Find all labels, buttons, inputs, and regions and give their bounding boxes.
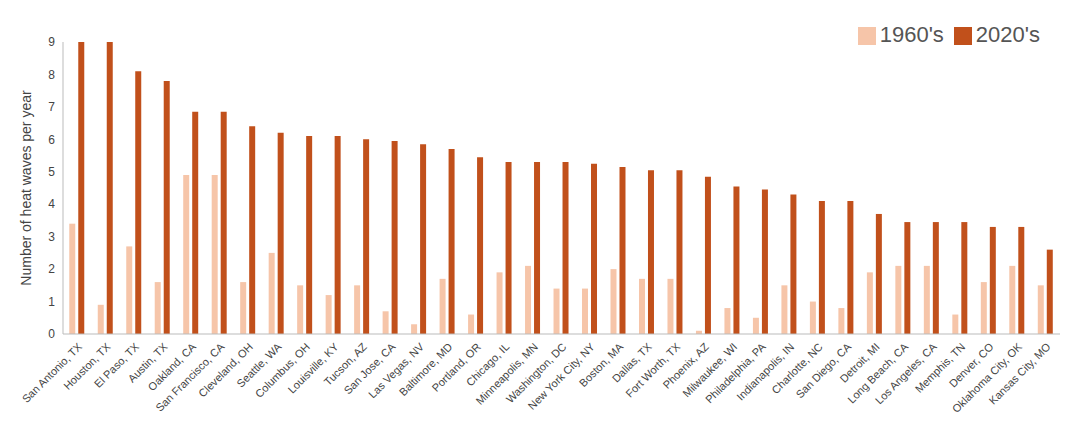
svg-text:3: 3 — [48, 230, 55, 244]
svg-text:Fort Worth, TX: Fort Worth, TX — [623, 340, 683, 400]
svg-text:Memphis, TN: Memphis, TN — [912, 340, 968, 395]
svg-text:Milwaukee, WI: Milwaukee, WI — [680, 340, 740, 400]
svg-text:6: 6 — [48, 133, 55, 147]
html-text:1960's: 1960's — [879, 22, 944, 47]
svg-text:Portland, OR: Portland, OR — [429, 340, 483, 394]
svg-text:Washington, DC: Washington, DC — [503, 340, 569, 406]
svg-text:Houston, TX: Houston, TX — [61, 340, 113, 392]
svg-text:San Francisco, CA: San Francisco, CA — [153, 340, 227, 414]
svg-text:Number of heat waves per year: Number of heat waves per year — [18, 90, 34, 286]
svg-text:Kansas City, MO: Kansas City, MO — [986, 340, 1053, 407]
svg-text:Seattle, WA: Seattle, WA — [234, 340, 284, 390]
svg-text:Philadelphia, PA: Philadelphia, PA — [702, 340, 768, 406]
svg-text:Tucson, AZ: Tucson, AZ — [321, 340, 369, 388]
svg-text:8: 8 — [48, 68, 55, 82]
svg-text:Long Beach, CA: Long Beach, CA — [845, 340, 911, 406]
svg-text:Baltimore, MD: Baltimore, MD — [396, 340, 455, 399]
svg-text:Cleveland, OH: Cleveland, OH — [196, 340, 256, 400]
svg-text:5: 5 — [48, 165, 55, 179]
svg-text:San Diego, CA: San Diego, CA — [793, 340, 854, 401]
svg-text:Indianapolis, IN: Indianapolis, IN — [734, 340, 797, 403]
svg-text:San Jose, CA: San Jose, CA — [341, 340, 398, 397]
svg-text:Detroit, MI: Detroit, MI — [837, 340, 882, 385]
svg-text:Denver, CO: Denver, CO — [946, 340, 996, 390]
svg-text:New York City, NY: New York City, NY — [525, 340, 597, 412]
svg-text:Chicago, IL: Chicago, IL — [463, 340, 512, 389]
svg-text:Charlotte, NC: Charlotte, NC — [769, 340, 825, 397]
svg-text:El Paso, TX: El Paso, TX — [91, 340, 142, 390]
svg-text:Las Vegas, NV: Las Vegas, NV — [366, 340, 426, 401]
svg-text:0: 0 — [48, 327, 55, 341]
html-text:2020's: 2020's — [975, 22, 1040, 47]
svg-text:Los Angeles, CA: Los Angeles, CA — [872, 340, 939, 407]
svg-text:1: 1 — [48, 295, 55, 309]
svg-text:Oklahoma City, OK: Oklahoma City, OK — [949, 340, 1025, 415]
svg-text:4: 4 — [48, 197, 55, 211]
svg-text:Oakland, CA: Oakland, CA — [146, 340, 199, 393]
svg-text:Austin, TX: Austin, TX — [125, 340, 170, 385]
svg-text:Phoenix, AZ: Phoenix, AZ — [660, 340, 711, 391]
svg-text:Boston, MA: Boston, MA — [576, 340, 626, 390]
svg-text:2: 2 — [48, 262, 55, 276]
svg-text:Columbus, OH: Columbus, OH — [252, 340, 313, 400]
svg-text:Louisville, KY: Louisville, KY — [285, 340, 341, 396]
svg-text:9: 9 — [48, 35, 55, 49]
svg-text:7: 7 — [48, 100, 55, 114]
svg-text:Dallas, TX: Dallas, TX — [609, 340, 654, 385]
svg-text:San Antonio, TX: San Antonio, TX — [19, 340, 85, 405]
svg-text:Minneapolis, MN: Minneapolis, MN — [473, 340, 540, 407]
